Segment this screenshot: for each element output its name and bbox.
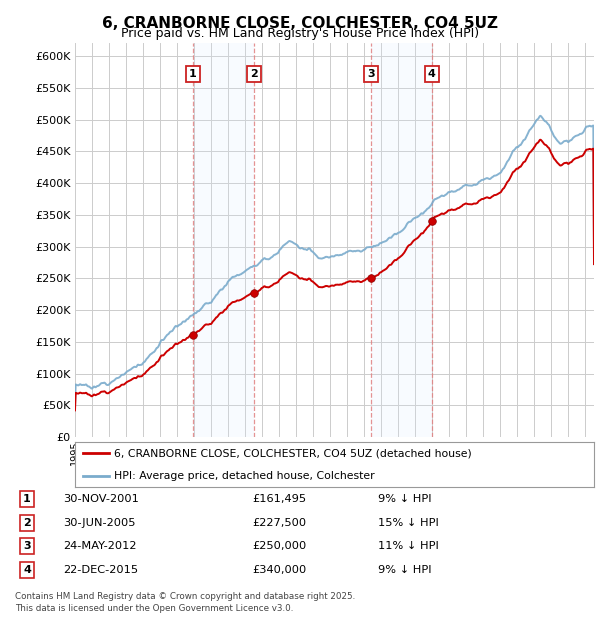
Text: 4: 4 bbox=[23, 565, 31, 575]
Text: 30-JUN-2005: 30-JUN-2005 bbox=[63, 518, 136, 528]
Text: Contains HM Land Registry data © Crown copyright and database right 2025.
This d: Contains HM Land Registry data © Crown c… bbox=[15, 591, 355, 613]
Text: £227,500: £227,500 bbox=[252, 518, 306, 528]
Text: 11% ↓ HPI: 11% ↓ HPI bbox=[378, 541, 439, 551]
Text: 30-NOV-2001: 30-NOV-2001 bbox=[63, 494, 139, 504]
Text: £250,000: £250,000 bbox=[252, 541, 306, 551]
Text: 2: 2 bbox=[23, 518, 31, 528]
Text: 24-MAY-2012: 24-MAY-2012 bbox=[63, 541, 137, 551]
Text: 1: 1 bbox=[189, 69, 197, 79]
Text: 4: 4 bbox=[428, 69, 436, 79]
Bar bbox=[193, 43, 254, 437]
Bar bbox=[371, 43, 432, 437]
Text: 6, CRANBORNE CLOSE, COLCHESTER, CO4 5UZ (detached house): 6, CRANBORNE CLOSE, COLCHESTER, CO4 5UZ … bbox=[114, 448, 472, 458]
Text: 3: 3 bbox=[23, 541, 31, 551]
Text: £340,000: £340,000 bbox=[252, 565, 306, 575]
Text: 9% ↓ HPI: 9% ↓ HPI bbox=[378, 565, 431, 575]
Text: Price paid vs. HM Land Registry's House Price Index (HPI): Price paid vs. HM Land Registry's House … bbox=[121, 27, 479, 40]
Text: 15% ↓ HPI: 15% ↓ HPI bbox=[378, 518, 439, 528]
Text: 2: 2 bbox=[250, 69, 257, 79]
Text: £161,495: £161,495 bbox=[252, 494, 306, 504]
Text: 22-DEC-2015: 22-DEC-2015 bbox=[63, 565, 138, 575]
Text: HPI: Average price, detached house, Colchester: HPI: Average price, detached house, Colc… bbox=[114, 471, 374, 480]
Text: 9% ↓ HPI: 9% ↓ HPI bbox=[378, 494, 431, 504]
Text: 6, CRANBORNE CLOSE, COLCHESTER, CO4 5UZ: 6, CRANBORNE CLOSE, COLCHESTER, CO4 5UZ bbox=[102, 16, 498, 30]
Text: 1: 1 bbox=[23, 494, 31, 504]
Text: 3: 3 bbox=[367, 69, 375, 79]
